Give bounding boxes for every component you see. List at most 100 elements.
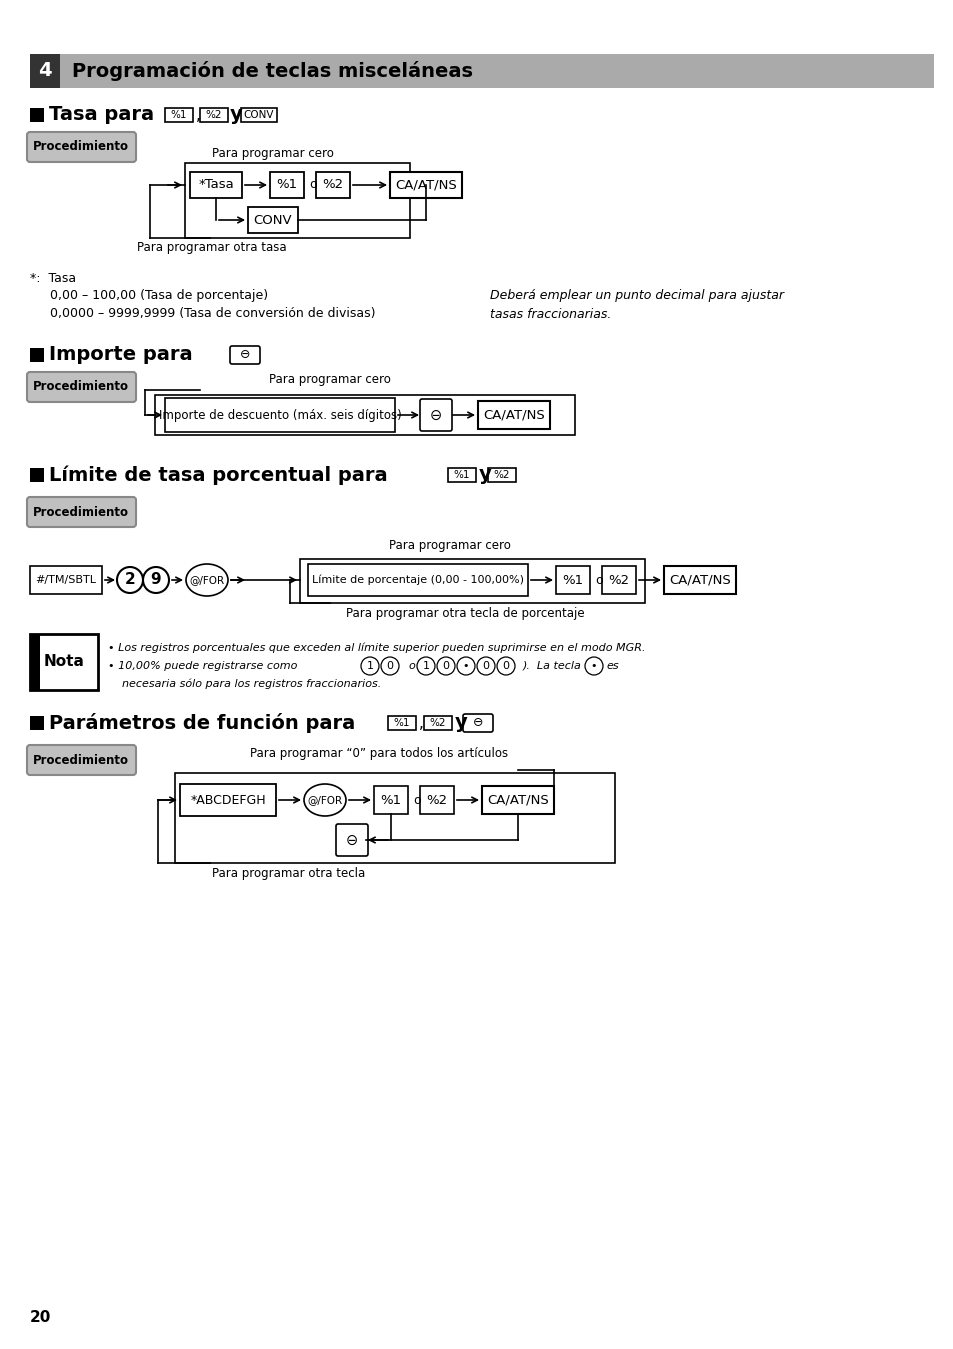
Text: tasas fraccionarias.: tasas fraccionarias. bbox=[490, 308, 611, 321]
FancyBboxPatch shape bbox=[248, 206, 297, 233]
FancyBboxPatch shape bbox=[390, 173, 461, 198]
Text: 0,0000 – 9999,9999 (Tasa de conversión de divisas): 0,0000 – 9999,9999 (Tasa de conversión d… bbox=[50, 308, 375, 321]
FancyBboxPatch shape bbox=[241, 108, 276, 121]
Text: %1: %1 bbox=[394, 718, 410, 728]
Text: o: o bbox=[309, 178, 316, 192]
Circle shape bbox=[497, 657, 515, 674]
FancyBboxPatch shape bbox=[200, 108, 228, 121]
Text: 0: 0 bbox=[482, 661, 489, 670]
Text: 1: 1 bbox=[422, 661, 429, 670]
Circle shape bbox=[456, 657, 475, 674]
Text: 9: 9 bbox=[151, 572, 161, 588]
Text: %2: %2 bbox=[494, 469, 510, 480]
FancyBboxPatch shape bbox=[270, 173, 304, 198]
Ellipse shape bbox=[186, 564, 228, 596]
FancyBboxPatch shape bbox=[477, 401, 550, 429]
Text: Nota: Nota bbox=[44, 654, 85, 669]
Text: %2: %2 bbox=[426, 793, 447, 807]
FancyBboxPatch shape bbox=[27, 496, 136, 527]
Text: %2: %2 bbox=[206, 111, 222, 120]
Circle shape bbox=[436, 657, 455, 674]
FancyBboxPatch shape bbox=[180, 784, 275, 816]
Text: o: o bbox=[595, 573, 602, 587]
FancyBboxPatch shape bbox=[308, 564, 527, 596]
Circle shape bbox=[360, 657, 378, 674]
FancyBboxPatch shape bbox=[448, 468, 476, 482]
Text: Límite de tasa porcentual para: Límite de tasa porcentual para bbox=[49, 465, 387, 484]
Text: CA/AT/NS: CA/AT/NS bbox=[668, 573, 730, 587]
Text: Procedimiento: Procedimiento bbox=[33, 380, 129, 394]
Text: %1: %1 bbox=[454, 469, 470, 480]
FancyBboxPatch shape bbox=[165, 398, 395, 432]
FancyBboxPatch shape bbox=[27, 372, 136, 402]
Text: necesaria sólo para los registros fraccionarios.: necesaria sólo para los registros fracci… bbox=[122, 679, 381, 689]
FancyBboxPatch shape bbox=[27, 132, 136, 162]
Text: *:  Tasa: *: Tasa bbox=[30, 271, 76, 285]
Text: 2: 2 bbox=[125, 572, 135, 588]
Text: 1: 1 bbox=[366, 661, 374, 670]
Text: 0: 0 bbox=[442, 661, 449, 670]
Text: Parámetros de función para: Parámetros de función para bbox=[49, 714, 355, 733]
FancyBboxPatch shape bbox=[388, 716, 416, 730]
Text: %2: %2 bbox=[429, 718, 446, 728]
FancyBboxPatch shape bbox=[601, 567, 636, 594]
Text: Programación de teclas misceláneas: Programación de teclas misceláneas bbox=[71, 61, 473, 81]
FancyBboxPatch shape bbox=[419, 786, 454, 813]
Text: • Los registros porcentuales que exceden al límite superior pueden suprimirse en: • Los registros porcentuales que exceden… bbox=[108, 642, 645, 653]
Text: 0: 0 bbox=[502, 661, 509, 670]
Text: ,: , bbox=[418, 715, 423, 731]
Ellipse shape bbox=[304, 784, 346, 816]
Text: %2: %2 bbox=[322, 178, 343, 192]
Text: es: es bbox=[605, 661, 618, 670]
Text: 0,00 – 100,00 (Tasa de porcentaje): 0,00 – 100,00 (Tasa de porcentaje) bbox=[50, 290, 268, 302]
Text: •: • bbox=[590, 661, 597, 670]
Text: *Tasa: *Tasa bbox=[198, 178, 233, 192]
Text: %1: %1 bbox=[562, 573, 583, 587]
Text: %1: %1 bbox=[171, 111, 187, 120]
Circle shape bbox=[416, 657, 435, 674]
Text: #/TM/SBTL: #/TM/SBTL bbox=[35, 575, 96, 585]
FancyBboxPatch shape bbox=[335, 824, 368, 857]
FancyBboxPatch shape bbox=[30, 54, 60, 88]
Text: CA/AT/NS: CA/AT/NS bbox=[482, 409, 544, 421]
FancyBboxPatch shape bbox=[60, 54, 933, 88]
FancyBboxPatch shape bbox=[30, 348, 44, 362]
Text: ⊖: ⊖ bbox=[473, 716, 483, 730]
Text: Para programar “0” para todos los artículos: Para programar “0” para todos los artícu… bbox=[250, 746, 508, 759]
Text: Procedimiento: Procedimiento bbox=[33, 754, 129, 766]
Text: Deberá emplear un punto decimal para ajustar: Deberá emplear un punto decimal para aju… bbox=[490, 290, 783, 302]
Text: CA/AT/NS: CA/AT/NS bbox=[487, 793, 548, 807]
FancyBboxPatch shape bbox=[488, 468, 516, 482]
FancyBboxPatch shape bbox=[419, 399, 452, 430]
FancyBboxPatch shape bbox=[481, 786, 554, 813]
FancyBboxPatch shape bbox=[165, 108, 193, 121]
Text: Tasa para: Tasa para bbox=[49, 105, 154, 124]
Text: Importe para: Importe para bbox=[49, 345, 193, 364]
Text: ).  La tecla: ). La tecla bbox=[522, 661, 581, 670]
Text: • 10,00% puede registrarse como: • 10,00% puede registrarse como bbox=[108, 661, 297, 670]
Text: 4: 4 bbox=[38, 62, 51, 81]
Text: Procedimiento: Procedimiento bbox=[33, 140, 129, 154]
Text: o: o bbox=[408, 661, 415, 670]
Text: Para programar otra tasa: Para programar otra tasa bbox=[137, 241, 287, 255]
Text: ⊖: ⊖ bbox=[239, 348, 250, 362]
Text: ,: , bbox=[195, 108, 201, 123]
Text: CONV: CONV bbox=[244, 111, 274, 120]
FancyBboxPatch shape bbox=[30, 468, 44, 482]
FancyBboxPatch shape bbox=[30, 567, 102, 594]
FancyBboxPatch shape bbox=[27, 745, 136, 774]
FancyBboxPatch shape bbox=[663, 567, 735, 594]
Circle shape bbox=[476, 657, 495, 674]
Text: Para programar cero: Para programar cero bbox=[212, 147, 334, 161]
Text: Procedimiento: Procedimiento bbox=[33, 506, 129, 518]
Text: CONV: CONV bbox=[253, 213, 292, 227]
Text: y: y bbox=[478, 465, 491, 484]
Circle shape bbox=[584, 657, 602, 674]
Text: *ABCDEFGH: *ABCDEFGH bbox=[190, 793, 266, 807]
Text: Para programar cero: Para programar cero bbox=[389, 540, 511, 553]
Text: y: y bbox=[230, 105, 242, 124]
FancyBboxPatch shape bbox=[30, 634, 98, 689]
Text: @/FOR: @/FOR bbox=[307, 795, 342, 805]
Text: ⊖: ⊖ bbox=[346, 832, 357, 847]
Circle shape bbox=[143, 567, 169, 594]
